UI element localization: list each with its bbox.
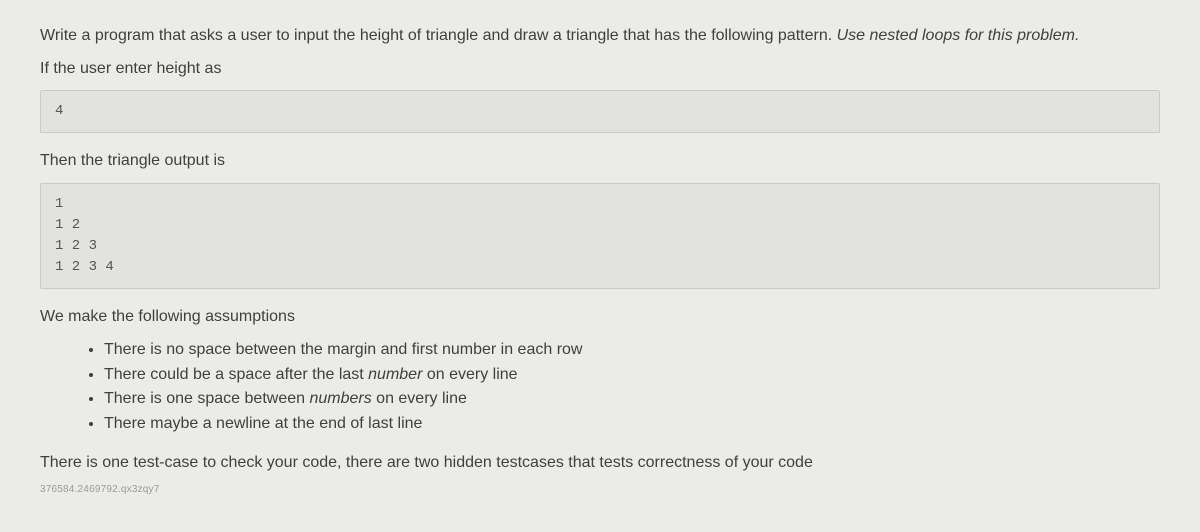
assumptions-list: There is no space between the margin and… xyxy=(40,338,1160,437)
testcase-note: There is one test-case to check your cod… xyxy=(40,451,1160,474)
assumption-text-a: There maybe a newline at the end of last… xyxy=(104,415,422,432)
output-example-value: 1 1 2 1 2 3 1 2 3 4 xyxy=(55,196,114,275)
intro-paragraph: Write a program that asks a user to inpu… xyxy=(40,24,1160,47)
input-example-value: 4 xyxy=(55,103,63,119)
intro-text-b: Use nested loops for this problem. xyxy=(837,27,1080,44)
output-label: Then the triangle output is xyxy=(40,149,1160,172)
input-example-box: 4 xyxy=(40,90,1160,133)
assumption-text-b: numbers xyxy=(309,390,371,407)
assumption-text-a: There could be a space after the last xyxy=(104,366,368,383)
list-item: There is no space between the margin and… xyxy=(104,338,1160,363)
assumption-text-a: There is no space between the margin and… xyxy=(104,341,582,358)
assumption-text-c: on every line xyxy=(422,366,517,383)
input-prompt-label: If the user enter height as xyxy=(40,57,1160,80)
list-item: There could be a space after the last nu… xyxy=(104,363,1160,388)
problem-statement: Write a program that asks a user to inpu… xyxy=(0,0,1200,507)
intro-text-a: Write a program that asks a user to inpu… xyxy=(40,27,837,44)
assumption-text-a: There is one space between xyxy=(104,390,309,407)
list-item: There is one space between numbers on ev… xyxy=(104,387,1160,412)
footer-id: 376584.2469792.qx3zqy7 xyxy=(40,484,1160,495)
assumption-text-c: on every line xyxy=(372,390,467,407)
assumption-text-b: number xyxy=(368,366,422,383)
output-example-box: 1 1 2 1 2 3 1 2 3 4 xyxy=(40,183,1160,289)
assumptions-label: We make the following assumptions xyxy=(40,305,1160,328)
list-item: There maybe a newline at the end of last… xyxy=(104,412,1160,437)
